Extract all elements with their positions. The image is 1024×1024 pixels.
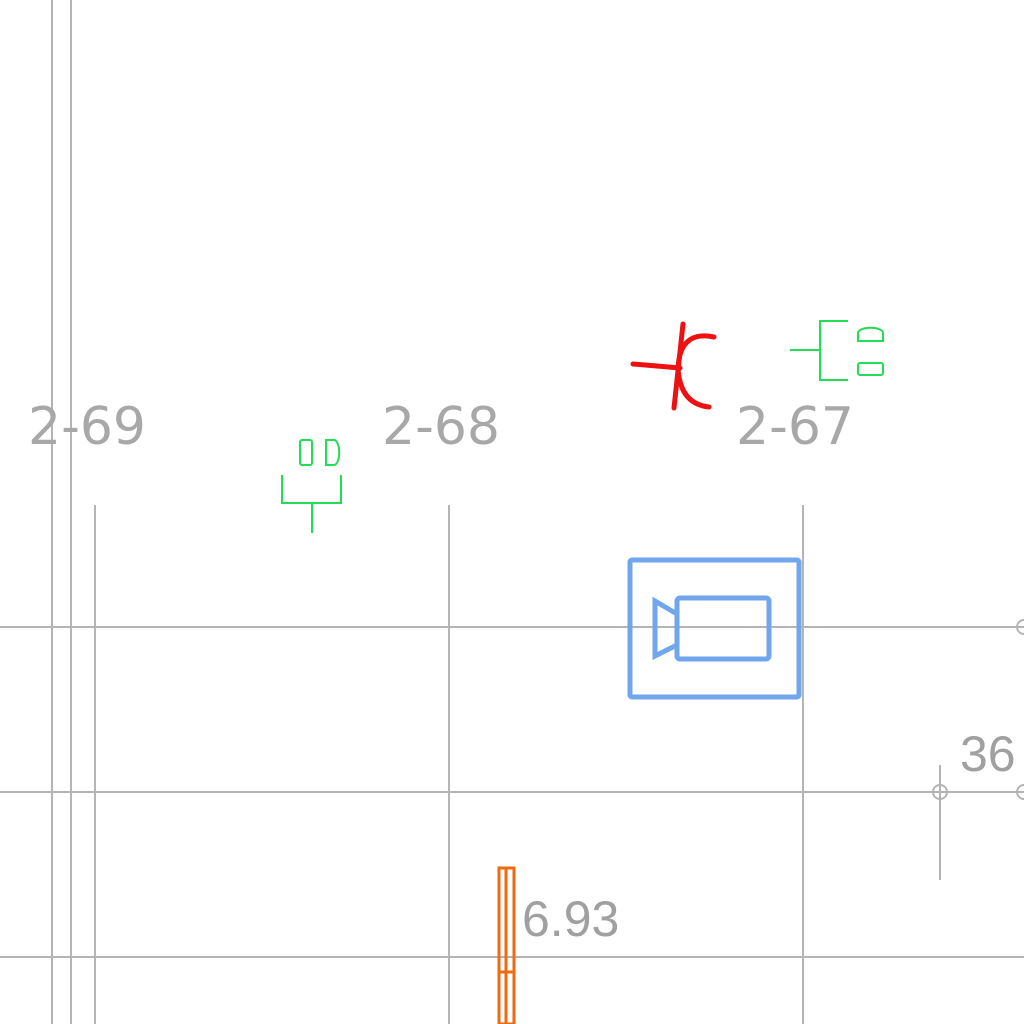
axis-label: 2-68 [382,397,500,457]
orange-pipe-element [497,866,516,1024]
electrical-outlet-icon [281,439,342,533]
grid-end-marker [1016,619,1024,635]
axis-label: 2-69 [28,397,146,457]
video-camera-icon [627,557,802,700]
electrical-outlet-icon [790,320,884,381]
grid-markers [932,619,1024,800]
horizontal-grid-lines [0,626,1024,958]
vertical-grid-lines [51,0,941,1024]
junction-symbol-icon [630,321,717,411]
grid-end-marker [1016,784,1024,800]
dimension-label: 6.93 [522,891,619,947]
dimension-label: 36 [960,726,1016,782]
axis-label: 2-67 [736,397,854,457]
grid-intersection-marker [932,784,948,800]
